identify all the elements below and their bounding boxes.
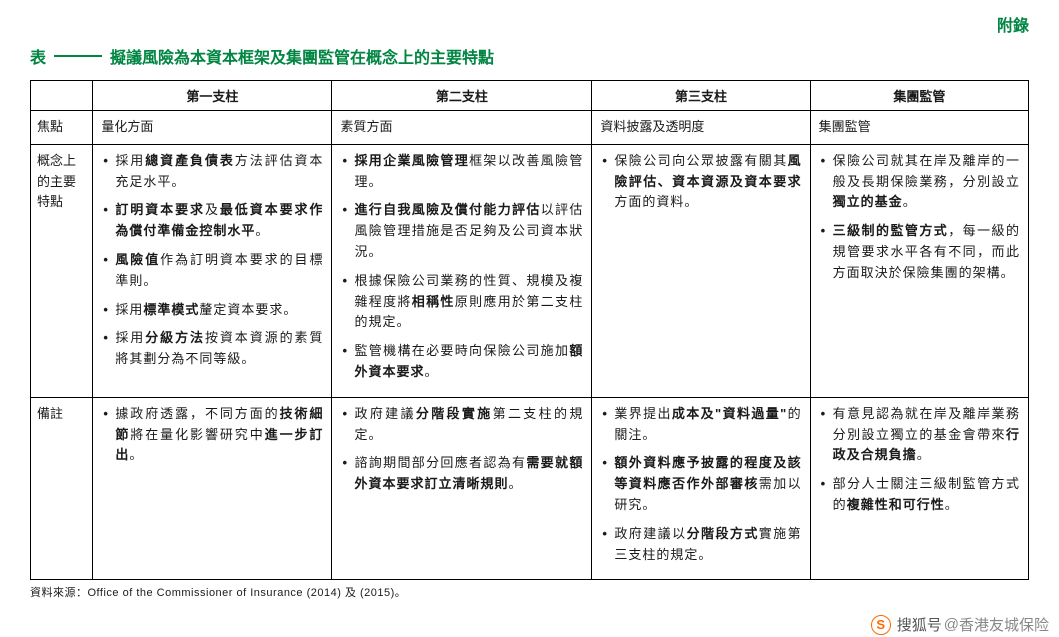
concept-c2: 採用企業風險管理框架以改善風險管理。 進行自我風險及償付能力評估以評估風險管理措… bbox=[332, 144, 592, 397]
watermark-account: 香港友城保险 bbox=[959, 614, 1049, 635]
title-main: 擬議風險為本資本框架及集團監管在概念上的主要特點 bbox=[110, 44, 494, 68]
title-row: 表 擬議風險為本資本框架及集團監管在概念上的主要特點 bbox=[30, 44, 1029, 68]
remark-c3: 業界提出成本及"資料過量"的關注。 額外資料應予披露的程度及該等資料應否作外部審… bbox=[592, 397, 810, 580]
table-row-focus: 焦點 量化方面 素質方面 資料披露及透明度 集團監管 bbox=[31, 111, 1029, 145]
header-pillar2: 第二支柱 bbox=[332, 81, 592, 111]
watermark-at: @ bbox=[944, 616, 959, 633]
remark-c4: 有意見認為就在岸及離岸業務分別設立獨立的基金會帶來行政及合規負擔。 部分人士關注… bbox=[810, 397, 1028, 580]
remark-c2: 政府建議分階段實施第二支柱的規定。 諮詢期間部分回應者認為有需要就額外資本要求訂… bbox=[332, 397, 592, 580]
appendix-label: 附錄 bbox=[30, 12, 1029, 36]
title-line bbox=[54, 55, 102, 57]
header-group: 集團監管 bbox=[810, 81, 1028, 111]
focus-c3: 資料披露及透明度 bbox=[592, 111, 810, 145]
row-label-focus: 焦點 bbox=[31, 111, 93, 145]
focus-c2: 素質方面 bbox=[332, 111, 592, 145]
remark-c1: 據政府透露，不同方面的技術細節將在量化影響研究中進一步訂出。 bbox=[93, 397, 332, 580]
concept-c3: 保險公司向公眾披露有關其風險評估、資本資源及資本要求方面的資料。 bbox=[592, 144, 810, 397]
concept-c4: 保險公司就其在岸及離岸的一般及長期保險業務，分別設立獨立的基金。 三級制的監管方… bbox=[810, 144, 1028, 397]
title-prefix: 表 bbox=[30, 44, 46, 68]
header-blank bbox=[31, 81, 93, 111]
watermark-brand: 搜狐号 bbox=[897, 614, 942, 635]
header-pillar1: 第一支柱 bbox=[93, 81, 332, 111]
concept-c1: 採用總資產負債表方法評估資本充足水平。 訂明資本要求及最低資本要求作為償付準備金… bbox=[93, 144, 332, 397]
sohu-logo-icon: S bbox=[871, 615, 891, 635]
source-text: 資料來源：Office of the Commissioner of Insur… bbox=[30, 584, 1029, 600]
table-row-concept: 概念上的主要特點 採用總資產負債表方法評估資本充足水平。 訂明資本要求及最低資本… bbox=[31, 144, 1029, 397]
watermark: S 搜狐号 @ 香港友城保险 bbox=[871, 614, 1049, 635]
table-header-row: 第一支柱 第二支柱 第三支柱 集團監管 bbox=[31, 81, 1029, 111]
row-label-concept: 概念上的主要特點 bbox=[31, 144, 93, 397]
row-label-remark: 備註 bbox=[31, 397, 93, 580]
main-table: 第一支柱 第二支柱 第三支柱 集團監管 焦點 量化方面 素質方面 資料披露及透明… bbox=[30, 80, 1029, 580]
table-row-remark: 備註 據政府透露，不同方面的技術細節將在量化影響研究中進一步訂出。 政府建議分階… bbox=[31, 397, 1029, 580]
focus-c4: 集團監管 bbox=[810, 111, 1028, 145]
header-pillar3: 第三支柱 bbox=[592, 81, 810, 111]
focus-c1: 量化方面 bbox=[93, 111, 332, 145]
